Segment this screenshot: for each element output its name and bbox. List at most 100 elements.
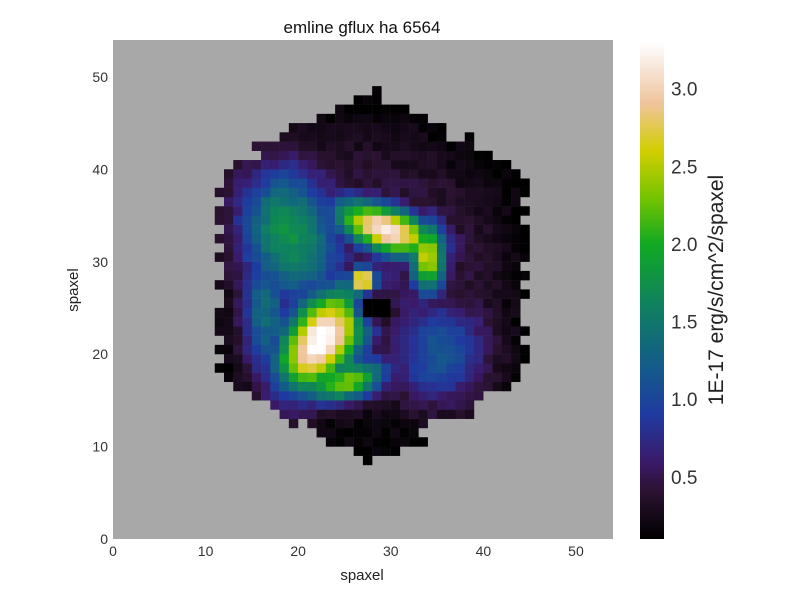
heatmap-cell — [261, 252, 271, 262]
heatmap-cell — [325, 335, 336, 346]
heatmap-cell — [464, 243, 475, 253]
heatmap-cell — [251, 141, 262, 151]
heatmap-cell — [520, 252, 530, 262]
heatmap-cell — [455, 326, 465, 336]
heatmap-cell — [427, 224, 438, 235]
heatmap-cell — [288, 224, 299, 235]
heatmap-cell — [390, 298, 401, 309]
heatmap-cell — [446, 270, 456, 281]
heatmap-cell — [298, 150, 308, 161]
heatmap-cell — [270, 252, 280, 262]
heatmap-cell — [362, 141, 373, 151]
heatmap-cell — [224, 344, 234, 355]
heatmap-cell — [446, 335, 456, 346]
heatmap-cell — [242, 317, 252, 327]
heatmap-cell — [372, 215, 382, 225]
heatmap-cell — [511, 363, 521, 373]
heatmap-cell — [344, 335, 354, 346]
heatmap-cell — [261, 141, 271, 151]
heatmap-cell — [399, 391, 410, 401]
heatmap-cell — [483, 326, 493, 336]
heatmap-cell — [261, 196, 271, 207]
heatmap-cell — [288, 196, 299, 207]
heatmap-cell — [353, 233, 364, 244]
heatmap-cell — [214, 363, 225, 373]
heatmap-cell — [335, 363, 345, 373]
heatmap-cell — [316, 132, 327, 142]
heatmap-cell — [464, 178, 475, 188]
heatmap-cell — [307, 317, 317, 327]
heatmap-cell — [353, 160, 364, 170]
heatmap-cell — [390, 391, 401, 401]
heatmap-cell — [418, 298, 428, 309]
heatmap-cell — [483, 307, 493, 318]
heatmap-cell — [325, 344, 336, 355]
heatmap-cell — [298, 381, 308, 392]
heatmap-cell — [270, 307, 280, 318]
heatmap-cell — [474, 169, 484, 179]
heatmap-cell — [427, 187, 438, 198]
heatmap-cell — [335, 196, 345, 207]
heatmap-cell — [455, 280, 465, 290]
heatmap-cell — [335, 270, 345, 281]
heatmap-cell — [251, 169, 262, 179]
heatmap-cell — [288, 289, 299, 299]
heatmap-cell — [436, 132, 447, 142]
heatmap-cell — [511, 178, 521, 188]
heatmap-cell — [261, 261, 271, 272]
heatmap-cell — [399, 317, 410, 327]
heatmap-cell — [316, 160, 327, 170]
heatmap-cell — [344, 113, 354, 124]
heatmap-cell — [335, 307, 345, 318]
heatmap-cell — [233, 289, 243, 299]
heatmap-cell — [409, 113, 419, 124]
heatmap-cell — [511, 354, 521, 364]
heatmap-cell — [353, 252, 364, 262]
heatmap-cell — [261, 335, 271, 346]
heatmap-cell — [251, 206, 262, 216]
heatmap-cell — [399, 123, 410, 133]
heatmap-cell — [251, 187, 262, 198]
heatmap-cell — [381, 215, 391, 225]
heatmap-cell — [288, 261, 299, 272]
heatmap-cell — [427, 335, 438, 346]
heatmap-cell — [261, 243, 271, 253]
heatmap-cell — [501, 354, 512, 364]
heatmap-cell — [353, 123, 364, 133]
heatmap-cell — [390, 372, 401, 383]
heatmap-cell — [418, 243, 428, 253]
heatmap-cell — [492, 252, 502, 262]
heatmap-cell — [362, 428, 373, 438]
heatmap-cell — [399, 187, 410, 198]
heatmap-cell — [455, 298, 465, 309]
x-tick-label: 50 — [568, 543, 584, 559]
heatmap-cell — [233, 317, 243, 327]
heatmap-cell — [316, 150, 327, 161]
heatmap-cell — [464, 409, 475, 419]
heatmap-cell — [325, 391, 336, 401]
heatmap-cell — [483, 270, 493, 281]
heatmap-cell — [353, 428, 364, 438]
colorbar: 0.5 1.0 1.5 2.0 2.5 3.0 1E-17 erg/s/cm^2/spax… — [640, 42, 728, 539]
heatmap-cell — [316, 418, 327, 429]
heatmap-cell — [427, 169, 438, 179]
heatmap-cell — [325, 169, 336, 179]
heatmap-cell — [335, 169, 345, 179]
heatmap-cell — [381, 261, 391, 272]
heatmap-cell — [251, 381, 262, 392]
heatmap-cell — [288, 418, 299, 429]
heatmap-cell — [381, 298, 391, 309]
heatmap-cell — [335, 298, 345, 309]
heatmap-cell — [511, 243, 521, 253]
heatmap-cell — [464, 160, 475, 170]
heatmap-cell — [214, 326, 225, 336]
heatmap-cell — [298, 196, 308, 207]
heatmap-cell — [381, 437, 391, 447]
heatmap-cell — [298, 344, 308, 355]
heatmap-cell — [353, 187, 364, 198]
heatmap-cell — [279, 270, 290, 281]
heatmap-cell — [288, 409, 299, 419]
heatmap-cell — [372, 437, 382, 447]
heatmap-cell — [492, 307, 502, 318]
heatmap-cell — [353, 307, 364, 318]
